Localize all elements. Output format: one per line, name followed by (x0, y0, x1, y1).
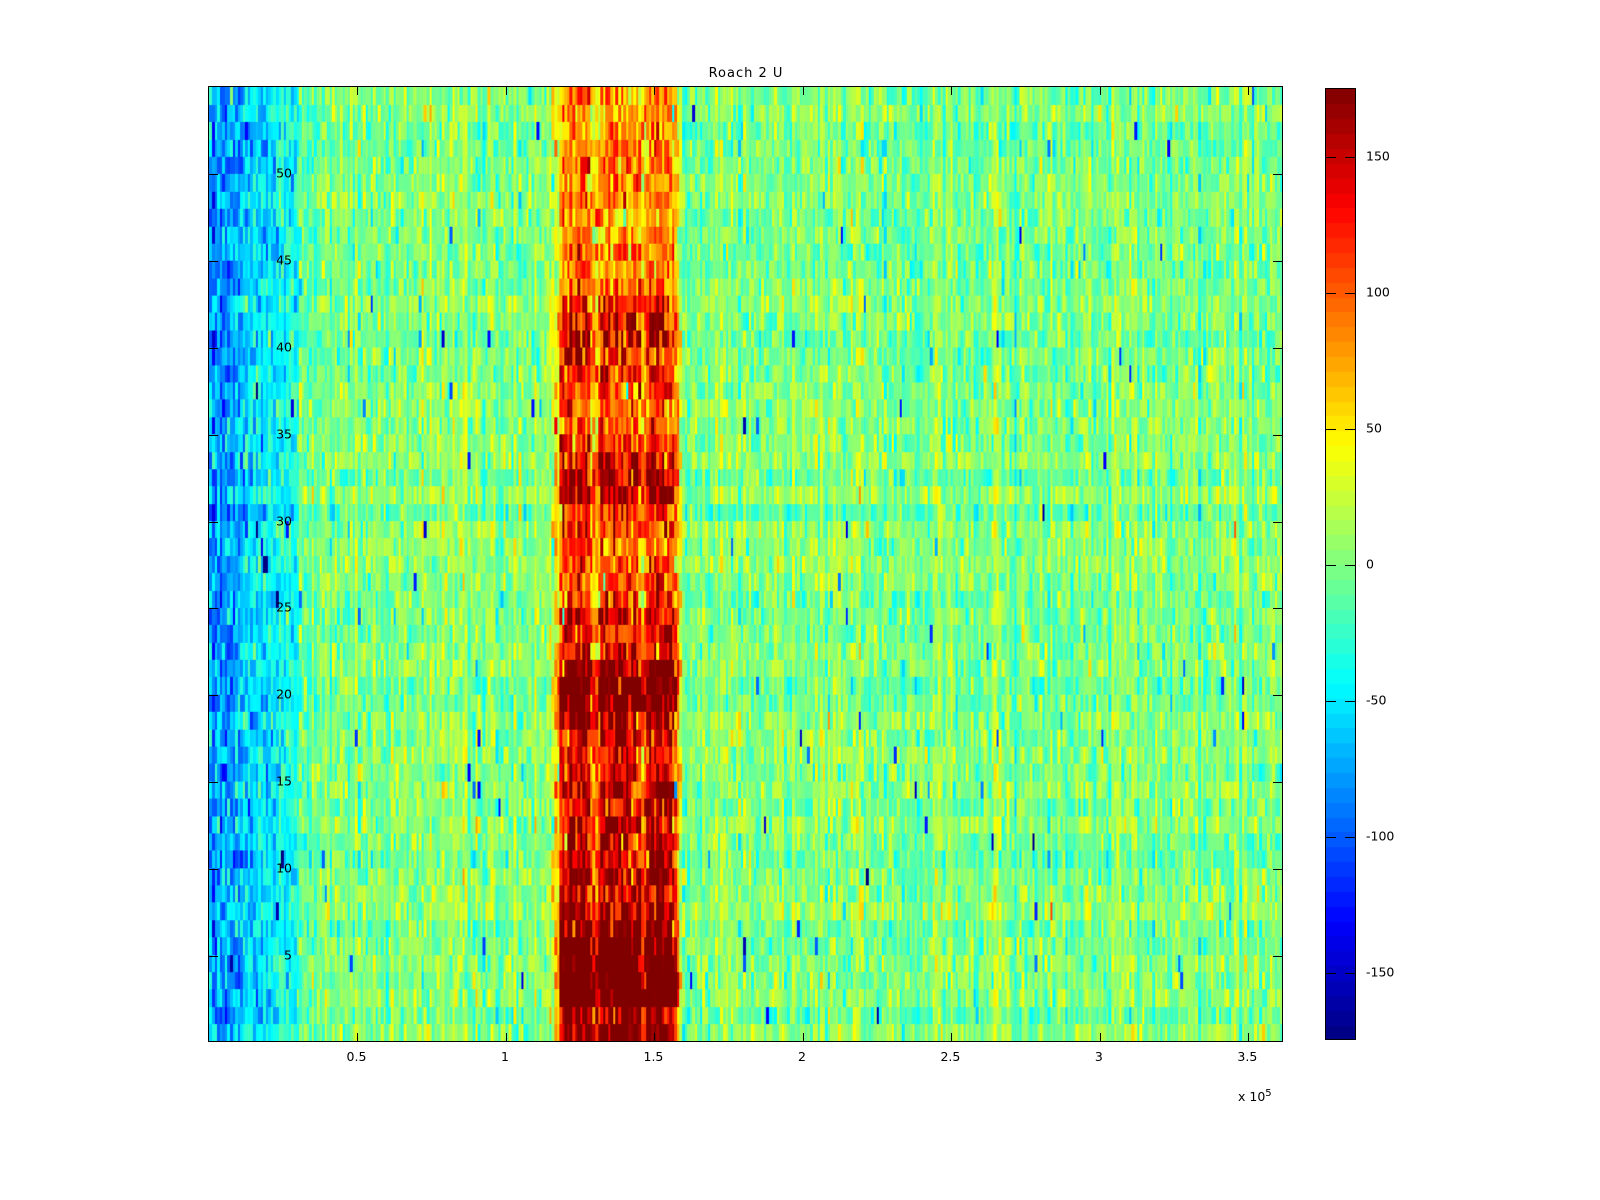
x-tick-label: 1 (500, 1049, 509, 1064)
colorbar-tick-mark-right (1345, 157, 1355, 158)
colorbar-gradient (1326, 89, 1355, 1039)
y-tick-mark-right (1273, 173, 1282, 175)
heatmap-axes[interactable] (208, 86, 1283, 1042)
y-tick-mark-right (1273, 434, 1282, 436)
colorbar-tick-mark-right (1345, 837, 1355, 838)
x-tick-mark (1099, 1033, 1101, 1041)
colorbar-tick-mark (1326, 157, 1336, 158)
x-tick-mark (802, 1033, 804, 1041)
y-tick-mark-right (1273, 956, 1282, 958)
y-tick-mark (209, 434, 218, 436)
x-tick-mark (951, 1033, 953, 1041)
y-tick-mark-right (1273, 695, 1282, 697)
y-tick-label: 15 (276, 773, 292, 789)
y-tick-label: 20 (276, 686, 292, 702)
x-tick-label: 1.5 (643, 1049, 664, 1064)
figure-title: Roach 2 U (708, 66, 784, 81)
x-tick-mark (1248, 1033, 1250, 1041)
y-tick-label: 10 (276, 860, 292, 876)
x-tick-label: 3.5 (1237, 1049, 1258, 1064)
y-tick-mark-right (1273, 347, 1282, 349)
x-tick-mark (654, 1033, 656, 1041)
y-tick-mark-right (1273, 608, 1282, 610)
y-tick-label: 30 (276, 513, 292, 529)
y-tick-mark-right (1273, 782, 1282, 784)
colorbar-tick-label: 100 (1366, 284, 1390, 300)
colorbar-tick-mark (1326, 565, 1336, 566)
x-tick-mark (357, 1033, 359, 1041)
x-tick-mark-top (505, 87, 507, 95)
colorbar-tick-label: 0 (1366, 556, 1374, 572)
x-axis-exponent-base: x 10 (1238, 1089, 1266, 1105)
x-tick-label: 3 (1094, 1049, 1103, 1064)
y-tick-mark (209, 608, 218, 610)
y-tick-mark-right (1273, 521, 1282, 523)
colorbar-tick-mark-right (1345, 293, 1355, 294)
x-tick-mark-top (1099, 87, 1101, 95)
y-tick-label: 45 (276, 252, 292, 268)
x-tick-mark-top (951, 87, 953, 95)
y-tick-mark (209, 260, 218, 262)
colorbar-tick-label: -150 (1366, 964, 1395, 980)
y-tick-mark (209, 695, 218, 697)
y-tick-mark-right (1273, 869, 1282, 871)
colorbar-tick-mark (1326, 973, 1336, 974)
colorbar-tick-label: -100 (1366, 828, 1395, 844)
colorbar-tick-mark (1326, 701, 1336, 702)
x-tick-mark-top (802, 87, 804, 95)
y-tick-mark (209, 782, 218, 784)
colorbar-tick-mark-right (1345, 565, 1355, 566)
y-tick-mark-right (1273, 260, 1282, 262)
x-tick-label: 2.5 (940, 1049, 961, 1064)
y-tick-mark (209, 347, 218, 349)
x-tick-label: 2 (797, 1049, 806, 1064)
y-tick-mark (209, 869, 218, 871)
x-tick-mark-top (1248, 87, 1250, 95)
x-tick-mark (505, 1033, 507, 1041)
colorbar-tick-label: 150 (1366, 148, 1390, 164)
y-tick-mark (209, 521, 218, 523)
y-tick-label: 35 (276, 426, 292, 442)
x-tick-label: 0.5 (346, 1049, 367, 1064)
y-tick-mark (209, 956, 218, 958)
colorbar-tick-mark-right (1345, 973, 1355, 974)
y-tick-label: 40 (276, 339, 292, 355)
x-tick-mark-top (654, 87, 656, 95)
x-axis-exponent-power: 5 (1265, 1088, 1272, 1099)
colorbar-tick-label: -50 (1366, 692, 1387, 708)
colorbar[interactable] (1325, 88, 1356, 1040)
colorbar-tick-mark (1326, 293, 1336, 294)
y-tick-label: 5 (284, 947, 292, 963)
colorbar-tick-mark-right (1345, 701, 1355, 702)
colorbar-tick-mark-right (1345, 429, 1355, 430)
colorbar-tick-mark (1326, 837, 1336, 838)
y-tick-label: 50 (276, 165, 292, 181)
y-tick-mark (209, 173, 218, 175)
x-axis-exponent-label: x 105 (1238, 1088, 1272, 1104)
heatmap-image (209, 87, 1282, 1041)
colorbar-tick-label: 50 (1366, 420, 1382, 436)
colorbar-tick-mark (1326, 429, 1336, 430)
y-tick-label: 25 (276, 599, 292, 615)
x-tick-mark-top (357, 87, 359, 95)
